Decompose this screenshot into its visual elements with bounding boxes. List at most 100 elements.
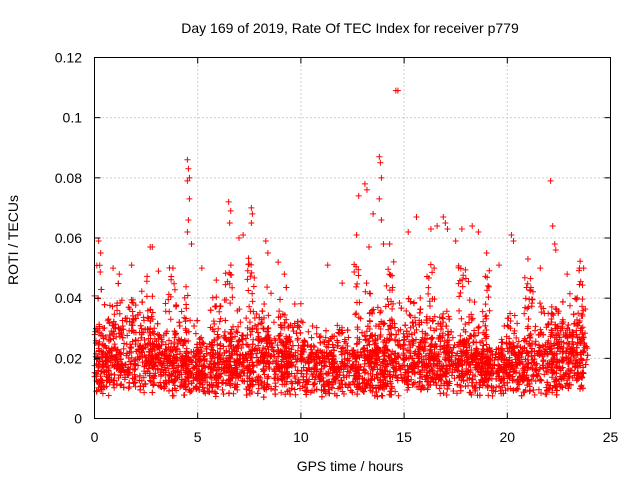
roti-point (221, 364, 228, 371)
roti-point (467, 353, 474, 360)
x-tick-label: 5 (194, 429, 202, 445)
roti-point (138, 288, 145, 295)
roti-point (219, 386, 226, 393)
roti-point (208, 375, 215, 382)
roti-point (189, 359, 196, 366)
roti-point (255, 334, 262, 341)
roti-point (124, 350, 131, 357)
roti-point (291, 373, 298, 380)
roti-point (115, 374, 122, 381)
roti-point (166, 337, 173, 344)
roti-point (449, 369, 456, 376)
roti-point (232, 333, 239, 340)
roti-point (123, 341, 130, 348)
roti-point (246, 303, 253, 310)
roti-point (514, 386, 521, 393)
roti-point (433, 360, 440, 367)
roti-point (149, 328, 156, 335)
y-axis-title: ROTI / TECUs (5, 195, 21, 285)
roti-point (405, 348, 412, 355)
y-tick-label: 0.04 (55, 290, 82, 306)
roti-point (538, 390, 545, 397)
roti-point (338, 358, 345, 365)
roti-point (411, 299, 418, 306)
roti-point (174, 340, 181, 347)
roti-point (276, 308, 283, 315)
roti-point (258, 320, 265, 327)
roti-point (227, 300, 234, 307)
roti-point (307, 389, 314, 396)
roti-point (310, 342, 317, 349)
roti-point (403, 308, 410, 315)
roti-point (422, 339, 429, 346)
roti-point (540, 305, 547, 312)
roti-point (566, 302, 573, 309)
roti-point (255, 342, 262, 349)
roti-point (466, 374, 473, 381)
roti-point (443, 391, 450, 398)
roti-point (118, 297, 125, 304)
roti-point (283, 316, 290, 323)
roti-point (159, 338, 166, 345)
roti-point (235, 323, 242, 330)
roti-point (393, 360, 400, 367)
roti-point (537, 300, 544, 307)
roti-point (467, 369, 474, 376)
roti-point (554, 323, 561, 330)
roti-point (396, 300, 403, 307)
roti-point (458, 361, 465, 368)
roti-point (158, 362, 165, 369)
roti-point (480, 342, 487, 349)
roti-point (311, 387, 318, 394)
roti-point (99, 390, 106, 397)
roti-point (173, 351, 180, 358)
roti-point (270, 319, 277, 326)
roti-point (260, 367, 267, 374)
roti-point (288, 346, 295, 353)
roti-point (507, 385, 514, 392)
roti-point (566, 373, 573, 380)
x-tick-label: 25 (603, 429, 619, 445)
roti-point (458, 352, 465, 359)
roti-point (105, 368, 112, 375)
roti-point (255, 385, 262, 392)
roti-point (254, 390, 261, 397)
roti-point (374, 393, 381, 400)
roti-point (178, 354, 185, 361)
roti-point (140, 374, 147, 381)
roti-point (562, 329, 569, 336)
roti-point (309, 350, 316, 357)
roti-point (269, 358, 276, 365)
roti-point (375, 353, 382, 360)
roti-point (141, 317, 148, 324)
roti-point (181, 391, 188, 398)
roti-point (308, 350, 315, 357)
roti-point (477, 355, 484, 362)
roti-point (147, 335, 154, 342)
roti-point (451, 375, 458, 382)
roti-point (204, 385, 211, 392)
roti-point (431, 362, 438, 369)
roti-point (398, 375, 405, 382)
roti-point (404, 387, 411, 394)
roti-point (243, 386, 250, 393)
roti-point (136, 377, 143, 384)
roti-point (511, 327, 518, 334)
roti-point (513, 334, 520, 341)
roti-point (119, 323, 126, 330)
roti-point (549, 310, 556, 317)
roti-point (278, 369, 285, 376)
roti-point (190, 364, 197, 371)
roti-point (253, 311, 260, 318)
roti-point (135, 362, 142, 369)
roti-point (163, 380, 170, 387)
roti-point (478, 359, 485, 366)
roti-point (476, 392, 483, 399)
roti-point (394, 374, 401, 381)
roti-point (411, 314, 418, 321)
roti-point (126, 318, 133, 325)
roti-point (401, 374, 408, 381)
roti-point (407, 312, 414, 319)
roti-point (406, 311, 413, 318)
